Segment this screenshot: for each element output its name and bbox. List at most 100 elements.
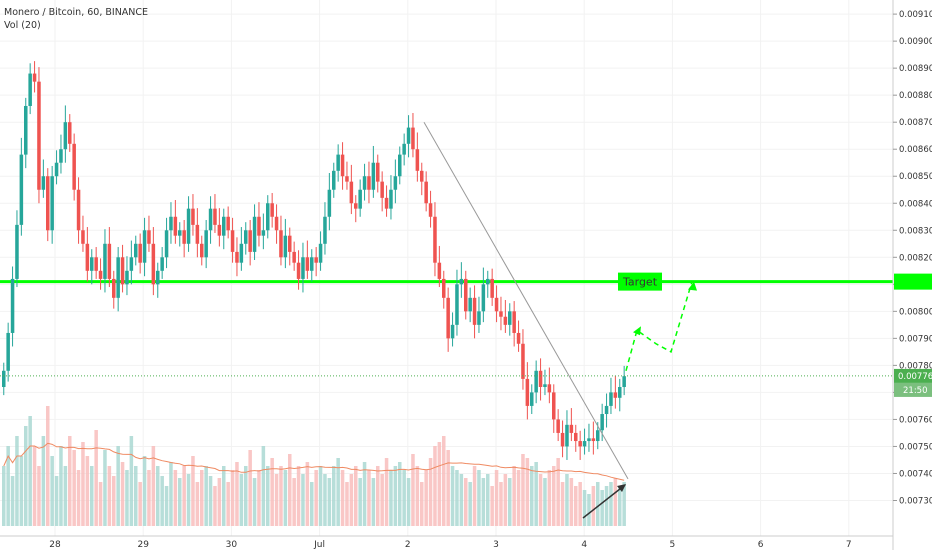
- candle-body: [560, 432, 565, 447]
- candle-body: [534, 370, 538, 393]
- candle-body: [68, 122, 72, 144]
- volume-bar: [147, 470, 151, 526]
- candle-body: [103, 243, 107, 279]
- volume-bar: [433, 446, 437, 526]
- volume-bar: [173, 470, 178, 526]
- candle-body: [450, 324, 455, 339]
- volume-bar: [283, 470, 288, 526]
- volume-bar: [428, 458, 433, 526]
- candle-body: [389, 189, 393, 209]
- volume-bar: [596, 482, 600, 526]
- volume-bar: [314, 470, 318, 526]
- candle-body: [230, 230, 235, 252]
- volume-bar: [437, 442, 442, 526]
- price-tick-label: 0.00890: [899, 64, 932, 74]
- candle-body: [173, 216, 178, 236]
- time-axis[interactable]: 28 29 30 Jul 2 3 4 5 6 7: [0, 535, 893, 550]
- volume-bar: [472, 466, 477, 526]
- volume-bar: [310, 482, 314, 526]
- volume-bar: [618, 486, 622, 526]
- candle-body: [516, 332, 521, 344]
- candle-body: [151, 243, 156, 285]
- candle-body: [362, 176, 367, 190]
- volume-bar: [6, 446, 10, 526]
- volume-bar: [508, 478, 512, 526]
- candle-body: [24, 105, 28, 155]
- candle-body: [318, 243, 323, 263]
- candle-body: [120, 257, 125, 285]
- volume-bar: [19, 456, 24, 526]
- volume-bar: [464, 478, 468, 526]
- candle-body: [54, 162, 59, 177]
- volume-bar: [538, 474, 543, 526]
- candle-body: [85, 243, 90, 271]
- volume-bar: [565, 474, 569, 526]
- volume-bar: [609, 482, 613, 526]
- candle-body: [252, 216, 257, 252]
- volume-bar: [600, 490, 604, 526]
- volume-bar: [182, 466, 186, 526]
- candle-body: [134, 243, 138, 258]
- volume-bar: [591, 486, 596, 526]
- candle-body: [204, 230, 208, 258]
- volume-bar: [459, 474, 464, 526]
- volume-bar: [420, 482, 424, 526]
- candle-body: [600, 414, 604, 431]
- volume-bar: [85, 456, 90, 526]
- volume-bar: [512, 466, 516, 526]
- candle-body: [261, 230, 266, 236]
- candle-body: [28, 73, 32, 106]
- volume-bar: [178, 478, 182, 526]
- candle-body: [622, 376, 626, 387]
- volume-bar: [450, 466, 455, 526]
- volume-bar: [547, 470, 552, 526]
- candle-body: [402, 143, 406, 155]
- candle-body: [142, 230, 147, 263]
- price-tick-label: 0.00820: [899, 253, 932, 263]
- volume-bar: [622, 482, 626, 526]
- candle-body: [63, 122, 68, 150]
- candle-body: [406, 127, 411, 144]
- volume-bar: [296, 466, 301, 526]
- candle-body: [486, 278, 490, 285]
- volume-bar: [288, 454, 292, 526]
- trendline: [423, 121, 629, 480]
- candle-body: [340, 154, 345, 177]
- countdown-tag: [894, 382, 932, 397]
- candle-body: [314, 257, 318, 263]
- candle-body: [156, 270, 160, 285]
- candle-body: [499, 311, 503, 317]
- volume-bar: [217, 478, 222, 526]
- volume-bar: [213, 486, 217, 526]
- candle-body: [587, 438, 591, 442]
- volume-bar: [125, 470, 129, 526]
- volume-bar: [248, 450, 252, 526]
- candle-body: [398, 154, 402, 177]
- volume-bar: [411, 454, 415, 526]
- volume-bar: [327, 478, 332, 526]
- volume-bar: [349, 474, 354, 526]
- volume-bar: [477, 470, 481, 526]
- volume-bar: [28, 416, 32, 526]
- volume-bar: [345, 482, 349, 526]
- volume-bar: [367, 470, 371, 526]
- volume-bar: [376, 466, 380, 526]
- candle-body: [530, 392, 534, 406]
- candle-body: [266, 203, 270, 231]
- candle-body: [565, 424, 569, 447]
- volume-bar: [371, 478, 376, 526]
- volume-bar: [129, 436, 134, 526]
- candle-body: [116, 257, 120, 298]
- candle-body: [538, 370, 543, 387]
- time-tick-label: 5: [670, 540, 676, 550]
- volume-bar: [332, 466, 336, 526]
- volume-bar: [235, 462, 239, 526]
- target-label-box: [618, 272, 662, 291]
- volume-bar: [98, 482, 103, 526]
- volume-bar: [534, 462, 538, 526]
- price-tick-label: 0.00790: [899, 334, 932, 344]
- volume-bar: [543, 478, 547, 526]
- candle-body: [305, 257, 310, 271]
- volume-bar: [112, 476, 116, 526]
